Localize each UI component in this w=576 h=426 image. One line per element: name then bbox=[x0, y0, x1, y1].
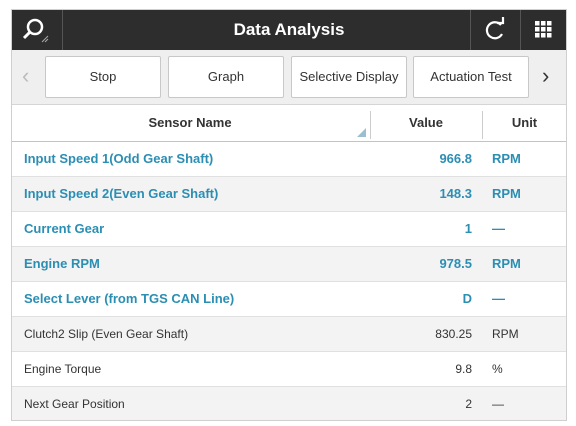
sensor-unit: RPM bbox=[492, 327, 519, 341]
separator bbox=[370, 111, 371, 139]
scroll-left-arrow[interactable]: ‹ bbox=[22, 63, 30, 88]
scroll-right-arrow[interactable]: › bbox=[542, 63, 550, 88]
toolbar-button[interactable]: Actuation Test bbox=[413, 56, 529, 98]
sensor-value: 148.3 bbox=[439, 186, 472, 201]
sensor-unit: — bbox=[492, 291, 505, 306]
table-row[interactable]: Select Lever (from TGS CAN Line) D — bbox=[12, 282, 566, 317]
sensor-unit: — bbox=[492, 397, 504, 411]
sensor-value: 978.5 bbox=[439, 256, 472, 271]
table-row[interactable]: Next Gear Position 2 — bbox=[12, 387, 566, 420]
sensor-unit: RPM bbox=[492, 256, 521, 271]
sensor-name: Engine RPM bbox=[24, 256, 100, 271]
toolbar-button[interactable]: Selective Display bbox=[291, 56, 407, 98]
separator bbox=[520, 10, 521, 50]
toolbar: ‹ Stop Graph Selective Display Actuation… bbox=[12, 50, 566, 105]
menu-grid-button[interactable] bbox=[523, 10, 563, 50]
header-title: Data Analysis bbox=[233, 20, 345, 39]
sensor-unit: — bbox=[492, 221, 505, 236]
sensor-value: 1 bbox=[464, 221, 472, 236]
sensor-value: 966.8 bbox=[439, 151, 472, 166]
separator bbox=[62, 10, 63, 50]
sort-indicator bbox=[357, 128, 366, 137]
sensor-value: 2 bbox=[465, 397, 472, 411]
column-header[interactable]: Unit bbox=[511, 115, 538, 130]
separator bbox=[470, 10, 471, 50]
sensor-value: 9.8 bbox=[455, 362, 472, 376]
sensor-name: Next Gear Position bbox=[24, 397, 125, 411]
sensor-unit: % bbox=[492, 362, 503, 376]
table-row[interactable]: Current Gear 1 — bbox=[12, 212, 566, 247]
table-row[interactable]: Input Speed 2(Even Gear Shaft) 148.3 RPM bbox=[12, 177, 566, 212]
refresh-button[interactable] bbox=[475, 10, 515, 50]
column-header[interactable]: Sensor Name bbox=[148, 115, 232, 130]
column-header[interactable]: Value bbox=[409, 115, 443, 130]
sensor-name: Current Gear bbox=[24, 221, 105, 236]
sensor-name: Engine Torque bbox=[24, 362, 102, 376]
toolbar-button[interactable]: Stop bbox=[45, 56, 161, 98]
table-row[interactable]: Engine Torque 9.8% bbox=[12, 352, 566, 387]
sensor-name: Clutch2 Slip (Even Gear Shaft) bbox=[24, 327, 189, 341]
sensor-unit: RPM bbox=[492, 151, 521, 166]
toolbar-button[interactable]: Graph bbox=[168, 56, 284, 98]
header-bar: Data Analysis bbox=[12, 10, 566, 50]
table-row[interactable]: Engine RPM 978.5 RPM bbox=[12, 247, 566, 282]
sensor-name: Select Lever (from TGS CAN Line) bbox=[24, 291, 235, 306]
sensor-unit: RPM bbox=[492, 186, 521, 201]
app-window: Data Analysis ‹ Stop Graph Selective Dis… bbox=[11, 9, 567, 421]
table-row[interactable]: Clutch2 Slip (Even Gear Shaft) 830.25 RPM bbox=[12, 317, 566, 352]
sensor-name: Input Speed 2(Even Gear Shaft) bbox=[24, 186, 219, 201]
sensor-value: 830.25 bbox=[435, 327, 472, 341]
table-row[interactable]: Input Speed 1(Odd Gear Shaft) 966.8 RPM bbox=[12, 142, 566, 177]
separator bbox=[482, 111, 483, 139]
search-button[interactable] bbox=[16, 10, 56, 50]
sensor-name: Input Speed 1(Odd Gear Shaft) bbox=[24, 151, 214, 166]
sensor-value: D bbox=[462, 291, 472, 306]
table-header: Sensor Name Value Unit bbox=[12, 105, 566, 142]
